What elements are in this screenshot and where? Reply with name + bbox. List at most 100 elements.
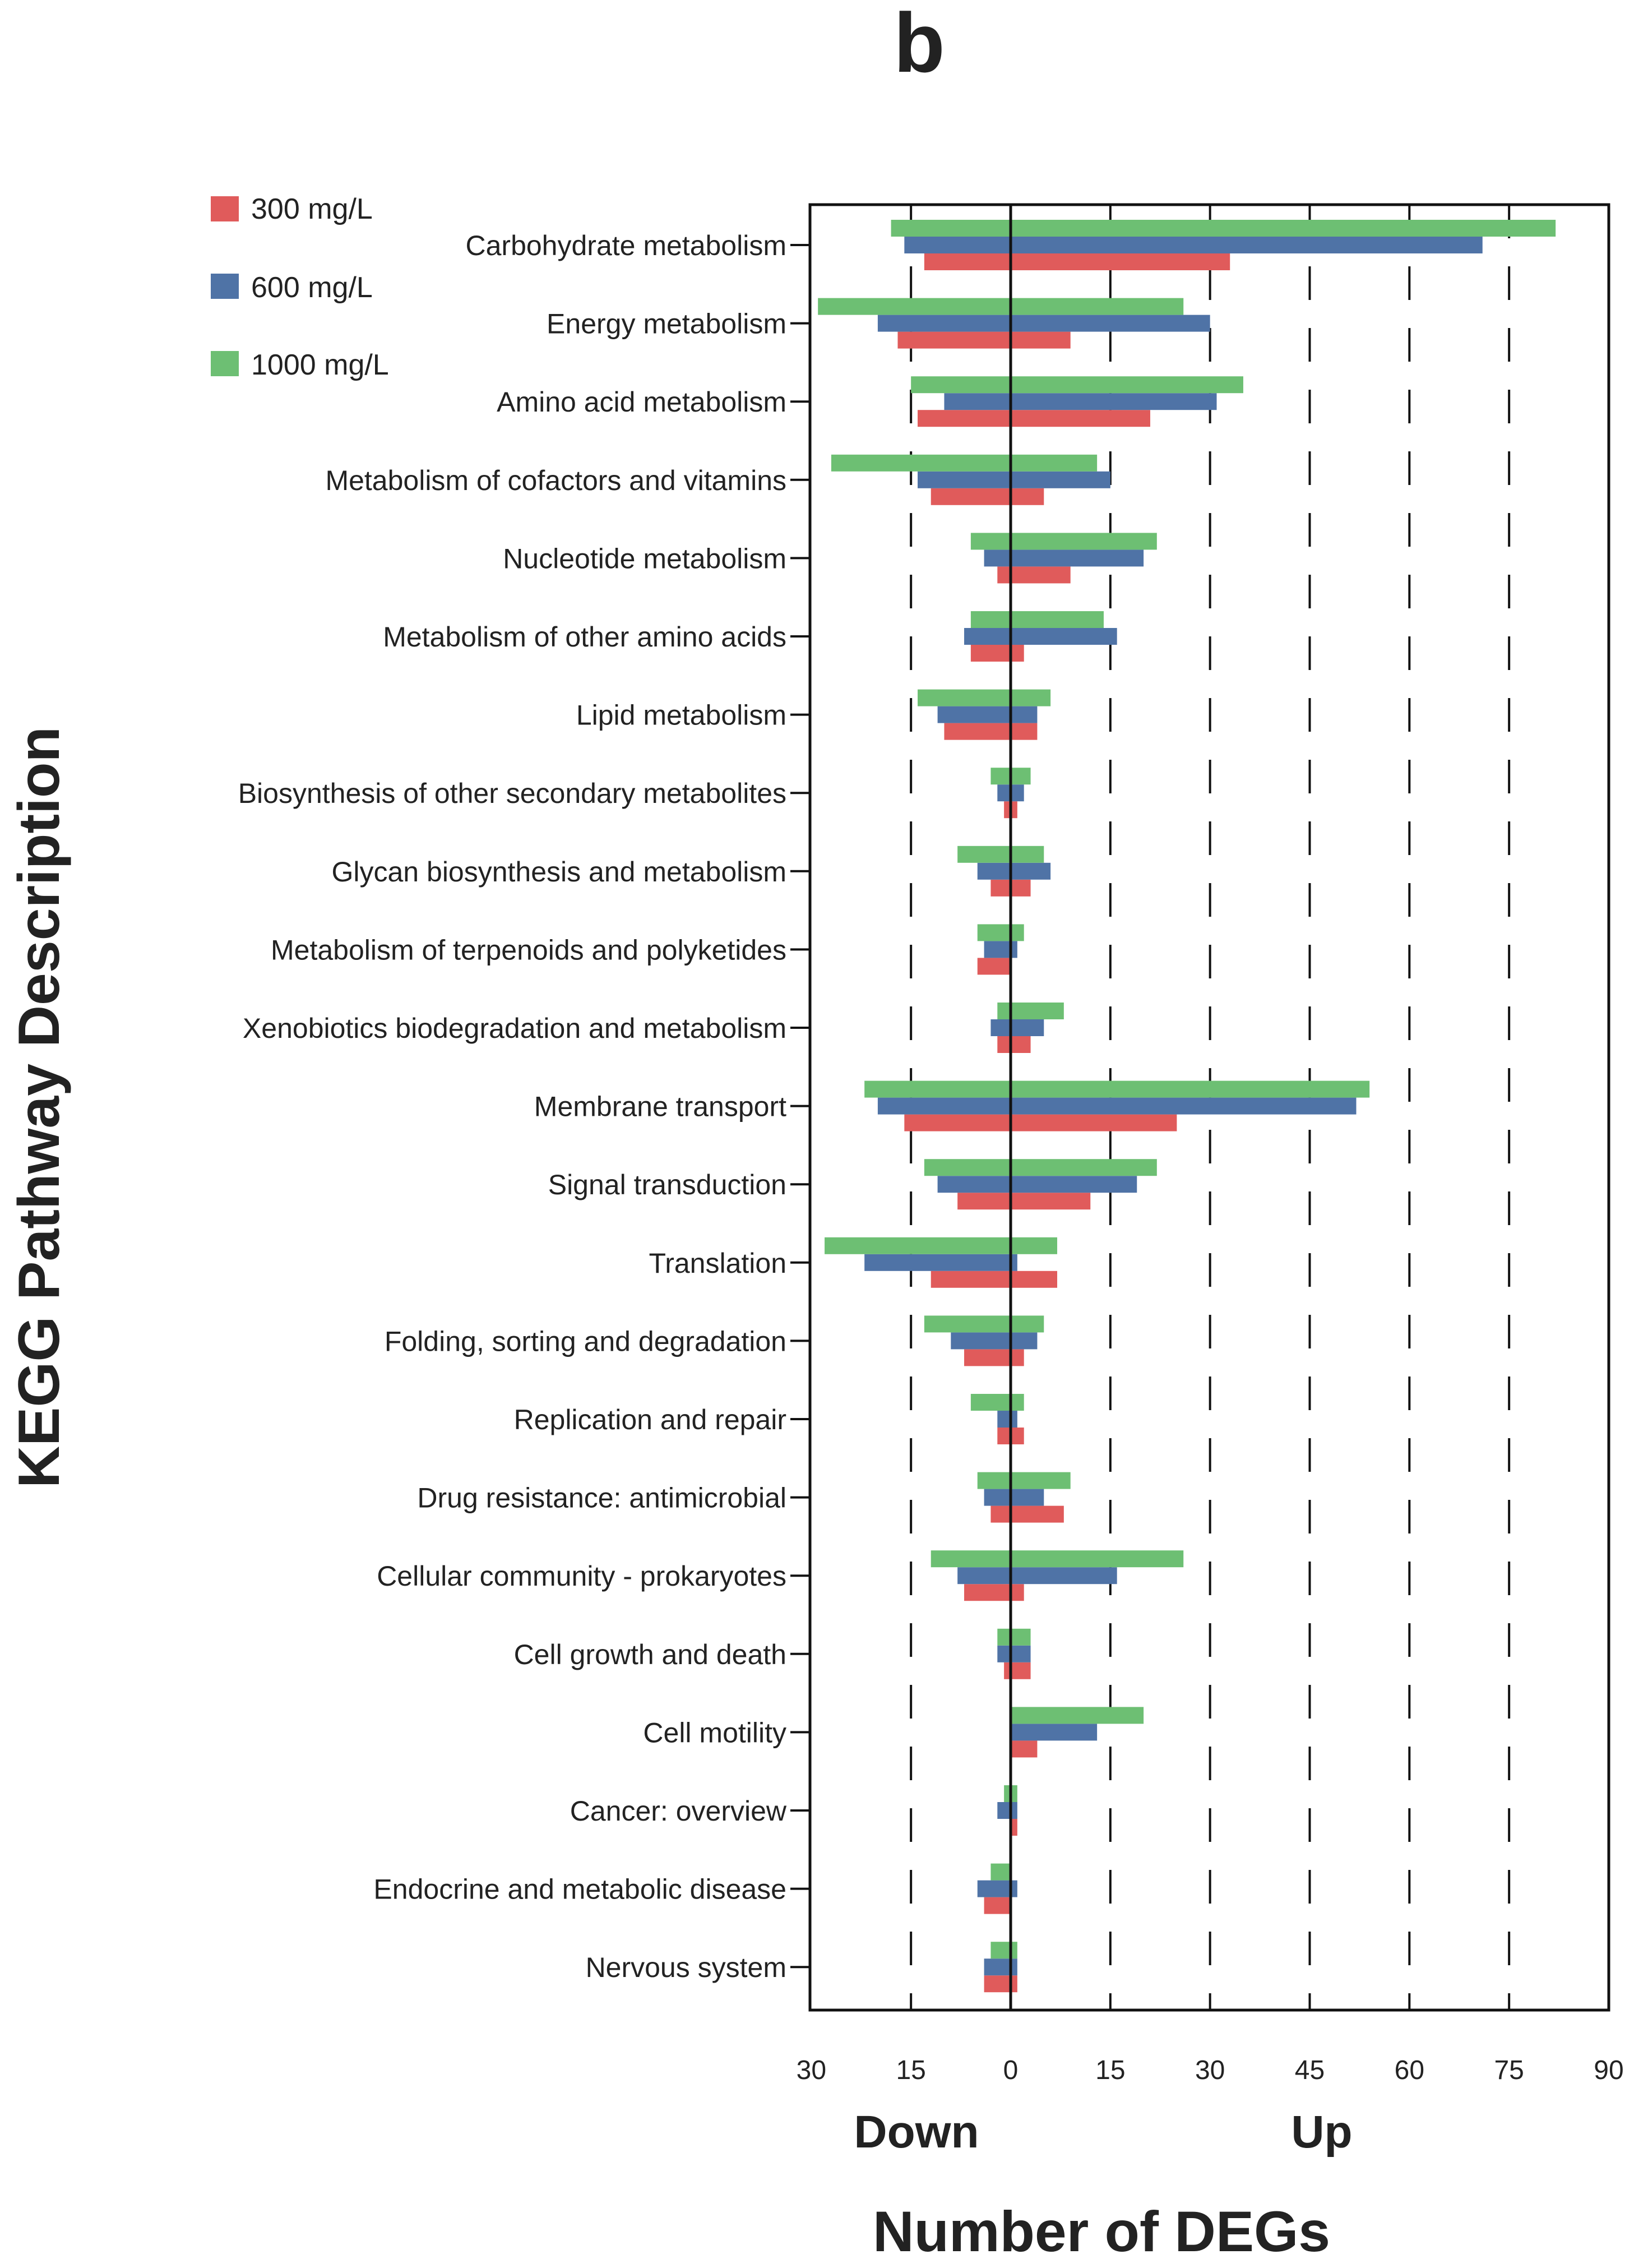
x-tick-label: 0 — [1003, 2055, 1019, 2085]
bar-up-2-12 — [1011, 1159, 1157, 1176]
bar-up-2-8 — [1011, 846, 1044, 863]
bar-up-1-21 — [1011, 1880, 1017, 1897]
bar-up-0-3 — [1011, 488, 1044, 505]
bar-up-2-1 — [1011, 298, 1184, 315]
bar-down-2-17 — [931, 1550, 1011, 1568]
bar-up-0-18 — [1011, 1662, 1031, 1679]
bar-up-2-15 — [1011, 1394, 1024, 1411]
bar-down-1-13 — [864, 1254, 1011, 1271]
bar-up-0-2 — [1011, 410, 1150, 427]
y-tick-label: Lipid metabolism — [576, 700, 786, 731]
bar-down-1-5 — [964, 628, 1011, 645]
bar-up-0-16 — [1011, 1505, 1064, 1523]
y-tick-label: Glycan biosynthesis and metabolism — [332, 856, 787, 888]
bar-up-2-0 — [1011, 220, 1556, 237]
x-tick-label: 90 — [1594, 2055, 1623, 2085]
bar-down-2-15 — [970, 1394, 1011, 1411]
bar-down-1-4 — [984, 549, 1011, 567]
y-tick-label: Membrane transport — [534, 1091, 786, 1123]
bar-up-1-2 — [1011, 393, 1217, 410]
bar-up-0-12 — [1011, 1193, 1091, 1210]
y-tick-label: Metabolism of other amino acids — [383, 621, 786, 653]
bar-up-2-19 — [1011, 1707, 1144, 1724]
bar-down-2-5 — [970, 611, 1011, 628]
bar-down-1-9 — [984, 941, 1011, 958]
bar-down-1-18 — [997, 1645, 1011, 1662]
bar-up-1-1 — [1011, 315, 1210, 332]
bar-down-0-17 — [964, 1584, 1011, 1601]
bar-up-0-4 — [1011, 566, 1071, 584]
bar-down-0-22 — [984, 1975, 1011, 1993]
x-tick-label: 45 — [1295, 2055, 1325, 2085]
bar-up-2-20 — [1011, 1785, 1017, 1802]
bar-down-2-18 — [997, 1628, 1011, 1646]
bar-down-1-1 — [877, 315, 1011, 332]
bar-down-1-2 — [944, 393, 1011, 410]
legend-label-600: 600 mg/L — [251, 271, 373, 304]
bar-up-1-8 — [1011, 862, 1051, 880]
y-tick-label: Endocrine and metabolic disease — [373, 1874, 786, 1905]
bar-up-2-22 — [1011, 1942, 1017, 1959]
bar-down-2-6 — [918, 689, 1011, 706]
bar-down-2-7 — [990, 768, 1011, 785]
bar-up-1-18 — [1011, 1645, 1031, 1662]
bar-up-2-16 — [1011, 1472, 1071, 1489]
y-tick-label: Drug resistance: antimicrobial — [417, 1482, 786, 1514]
bar-up-0-14 — [1011, 1349, 1024, 1366]
bar-up-2-7 — [1011, 768, 1031, 785]
panel-label: b — [894, 0, 945, 90]
y-tick-label: Nervous system — [586, 1952, 786, 1983]
y-tick-label: Replication and repair — [514, 1404, 786, 1435]
x-tick-label: 15 — [1095, 2055, 1125, 2085]
bar-up-2-5 — [1011, 611, 1104, 628]
bar-down-1-16 — [984, 1489, 1011, 1506]
bar-up-0-11 — [1011, 1114, 1177, 1131]
bar-down-2-10 — [997, 1003, 1011, 1019]
bar-up-1-6 — [1011, 706, 1038, 723]
bar-down-1-6 — [937, 706, 1011, 723]
x-tick-label: 60 — [1395, 2055, 1424, 2085]
down-label: Down — [854, 2107, 979, 2158]
bar-up-2-11 — [1011, 1080, 1370, 1098]
bar-down-1-3 — [918, 471, 1011, 488]
bar-down-2-3 — [831, 454, 1011, 472]
bar-up-1-9 — [1011, 941, 1017, 958]
bar-up-0-0 — [1011, 253, 1230, 270]
bar-up-0-6 — [1011, 723, 1038, 740]
up-label: Up — [1291, 2107, 1352, 2158]
bar-down-1-12 — [937, 1176, 1011, 1193]
bar-up-1-7 — [1011, 784, 1024, 802]
bar-up-1-22 — [1011, 1958, 1017, 1976]
bar-down-1-0 — [904, 237, 1011, 253]
bar-down-0-11 — [904, 1114, 1011, 1131]
bar-down-1-8 — [977, 862, 1011, 880]
bar-down-2-16 — [977, 1472, 1011, 1489]
y-tick-label: Translation — [649, 1248, 786, 1279]
y-tick-label: Folding, sorting and degradation — [385, 1325, 786, 1357]
bar-up-2-2 — [1011, 376, 1243, 394]
bar-up-0-20 — [1011, 1819, 1017, 1836]
bar-down-0-13 — [931, 1271, 1011, 1288]
bar-down-1-11 — [877, 1097, 1011, 1115]
legend-swatch-1000 — [211, 351, 239, 376]
bar-down-0-16 — [990, 1505, 1011, 1523]
bar-down-2-4 — [970, 533, 1011, 550]
bar-down-2-20 — [1004, 1785, 1011, 1802]
bar-up-0-15 — [1011, 1428, 1024, 1444]
bar-down-0-21 — [984, 1897, 1011, 1914]
bar-down-0-9 — [977, 958, 1011, 975]
y-axis-title: KEGG Pathway Description — [7, 727, 72, 1488]
bar-down-0-3 — [931, 488, 1011, 505]
bar-up-2-4 — [1011, 533, 1157, 550]
bar-down-2-1 — [818, 298, 1011, 315]
bar-down-1-14 — [951, 1332, 1011, 1350]
x-tick-label: 30 — [797, 2055, 826, 2085]
bar-up-0-1 — [1011, 331, 1071, 349]
y-tick-label: Metabolism of cofactors and vitamins — [325, 465, 786, 496]
bar-up-0-5 — [1011, 645, 1024, 662]
x-axis-title: Number of DEGs — [873, 2200, 1330, 2264]
bar-down-0-6 — [944, 723, 1011, 740]
y-tick-label: Amino acid metabolism — [497, 386, 786, 418]
bar-up-1-14 — [1011, 1332, 1038, 1350]
